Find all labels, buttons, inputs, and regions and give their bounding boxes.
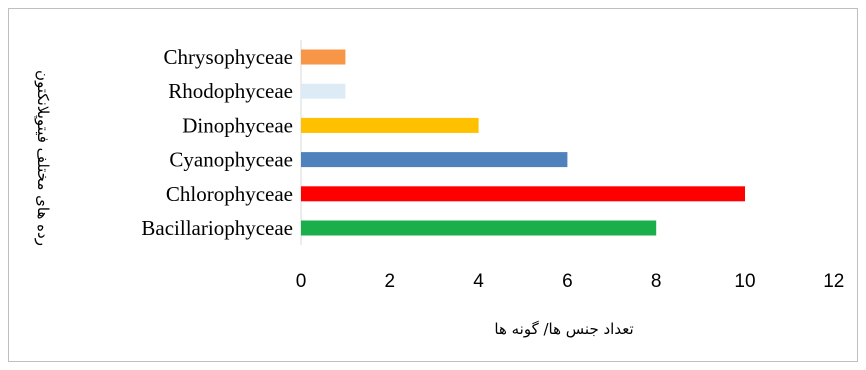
category-label: Chlorophyceae (166, 182, 293, 206)
x-tick-label: 2 (385, 271, 396, 292)
x-tick-label: 6 (562, 271, 573, 292)
x-tick-label: 10 (734, 271, 755, 292)
x-tick-label: 0 (296, 271, 307, 292)
category-label: Chrysophyceae (164, 45, 293, 69)
bar-rhodophyceae (301, 83, 346, 99)
category-label: Rhodophyceae (168, 79, 293, 103)
plot-area: Bacillariophyceae Chlorophyceae Cyanophyce… (141, 40, 844, 292)
category-label: Dinophyceae (182, 113, 293, 137)
bar-dinophyceae (301, 117, 479, 133)
x-tick-label: 4 (473, 271, 484, 292)
y-axis-title: رده های مختلف فیتوپلانکتون (33, 70, 52, 246)
chart-area (8, 8, 858, 362)
bar-chlorophyceae (301, 186, 745, 202)
x-tick-label: 12 (823, 271, 844, 292)
bar-chrysophyceae (301, 49, 346, 65)
category-label: Cyanophyceae (169, 148, 293, 172)
category-label: Bacillariophyceae (141, 216, 293, 240)
bar-bacillariophyceae (301, 220, 657, 236)
x-axis-title: تعداد جنس ها/ گونه ها (494, 320, 633, 338)
bar-cyanophyceae (301, 152, 568, 168)
x-tick-label: 8 (651, 271, 662, 292)
